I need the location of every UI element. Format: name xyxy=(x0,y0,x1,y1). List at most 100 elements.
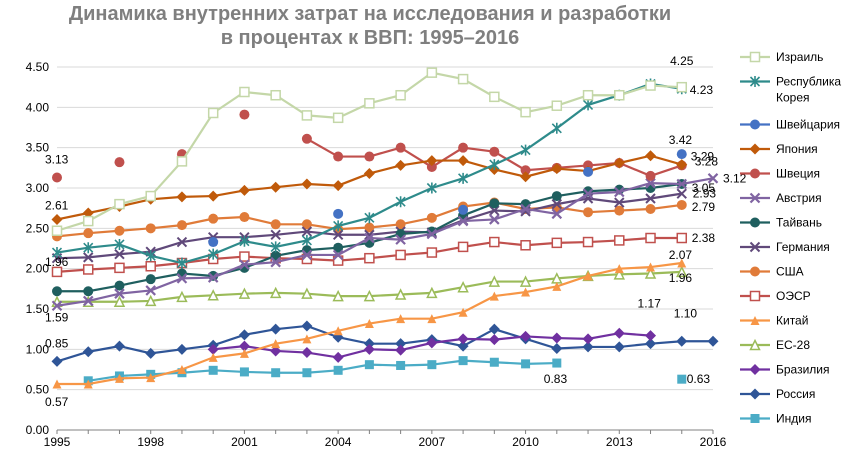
data-point xyxy=(676,199,687,210)
data-point xyxy=(644,267,657,279)
data-point xyxy=(645,338,657,350)
data-point xyxy=(145,285,156,296)
legend-label: Япония xyxy=(776,142,818,156)
data-point xyxy=(208,365,218,375)
data-point xyxy=(749,364,761,375)
legend-item: Китай xyxy=(740,314,808,328)
data-point xyxy=(239,212,250,223)
data-point xyxy=(332,180,344,192)
y-tick-label: 0.00 xyxy=(26,423,50,437)
data-point xyxy=(426,182,437,194)
data-point xyxy=(613,157,625,169)
data-point xyxy=(52,379,62,389)
data-point xyxy=(489,91,500,103)
data-point xyxy=(551,343,563,355)
chart-title-line-2: в процентах к ВВП: 1995–2016 xyxy=(220,27,520,49)
y-tick-label: 0.50 xyxy=(26,383,50,397)
data-point xyxy=(363,343,375,355)
data-point xyxy=(613,327,625,339)
data-point xyxy=(457,333,469,345)
data-point xyxy=(83,242,94,254)
data-point xyxy=(750,217,760,228)
data-point xyxy=(301,110,313,121)
data-label: 2.61 xyxy=(45,198,69,212)
data-point xyxy=(552,281,562,291)
data-point xyxy=(145,223,156,234)
data-point xyxy=(395,219,406,230)
data-point xyxy=(301,347,313,359)
data-point xyxy=(645,170,656,181)
data-point xyxy=(646,262,656,272)
data-point xyxy=(426,337,438,349)
data-point xyxy=(395,142,406,153)
data-point xyxy=(489,236,500,248)
data-point xyxy=(176,236,188,248)
data-point xyxy=(114,248,125,260)
data-point xyxy=(364,319,374,329)
data-point xyxy=(333,151,344,162)
chart-title-line-1: Динамика внутренних затрат на исследован… xyxy=(68,3,672,25)
data-point xyxy=(676,335,688,347)
data-point xyxy=(82,295,94,307)
data-point xyxy=(145,294,157,307)
data-point xyxy=(83,252,94,263)
data-point xyxy=(364,232,375,244)
data-point xyxy=(749,192,761,204)
data-point xyxy=(750,414,760,423)
data-point xyxy=(520,171,532,183)
data-point xyxy=(364,252,375,264)
data-point xyxy=(51,266,63,278)
data-labels: 4.25 4.23 3.42 3.293.28 3.13 3.12 3.052.932.79… xyxy=(45,54,747,409)
data-point xyxy=(519,275,532,287)
x-tick-label: 2001 xyxy=(231,435,258,449)
data-point xyxy=(551,100,563,111)
data-point xyxy=(301,320,313,332)
data-point xyxy=(427,360,437,370)
data-point xyxy=(113,340,125,352)
series-line xyxy=(88,359,557,382)
data-point xyxy=(301,249,313,261)
data-point xyxy=(677,374,687,384)
data-point xyxy=(51,213,63,225)
legend-label-cont: Корея xyxy=(776,91,810,105)
data-point xyxy=(270,256,281,268)
data-point xyxy=(239,109,250,120)
data-label: 1.59 xyxy=(45,311,69,325)
data-point xyxy=(207,343,219,355)
legend: Израиль Республика Корея Швейцария Япония Шве… xyxy=(740,50,841,426)
data-point xyxy=(582,89,594,101)
data-point xyxy=(394,288,407,300)
data-point xyxy=(82,207,94,219)
data-label: 3.13 xyxy=(45,153,69,167)
data-point xyxy=(333,326,343,336)
data-point xyxy=(489,198,500,209)
y-tick-label: 3.50 xyxy=(26,141,50,155)
y-tick-label: 1.50 xyxy=(26,302,50,316)
data-point xyxy=(239,367,249,377)
data-point xyxy=(489,205,500,216)
data-label: 0.83 xyxy=(544,372,568,386)
data-point xyxy=(208,237,219,248)
data-point xyxy=(614,205,625,216)
data-point xyxy=(114,280,125,291)
data-point xyxy=(176,343,188,355)
legend-item: Швейцария xyxy=(740,118,840,132)
data-point xyxy=(749,143,761,155)
legend-item: ЕС-28 xyxy=(740,338,810,352)
data-point xyxy=(458,142,469,153)
data-point xyxy=(301,287,313,299)
data-point xyxy=(551,163,563,175)
data-point xyxy=(363,338,375,350)
data-point xyxy=(396,360,406,370)
data-point xyxy=(238,184,250,196)
data-point xyxy=(676,149,687,160)
data-point xyxy=(52,286,62,297)
x-tick-label: 1998 xyxy=(137,435,164,449)
data-point xyxy=(488,275,501,287)
data-point xyxy=(301,133,312,144)
data-point xyxy=(238,287,251,299)
data-point xyxy=(51,247,63,259)
data-point xyxy=(270,345,282,357)
data-point xyxy=(552,358,562,368)
data-point xyxy=(521,287,531,297)
